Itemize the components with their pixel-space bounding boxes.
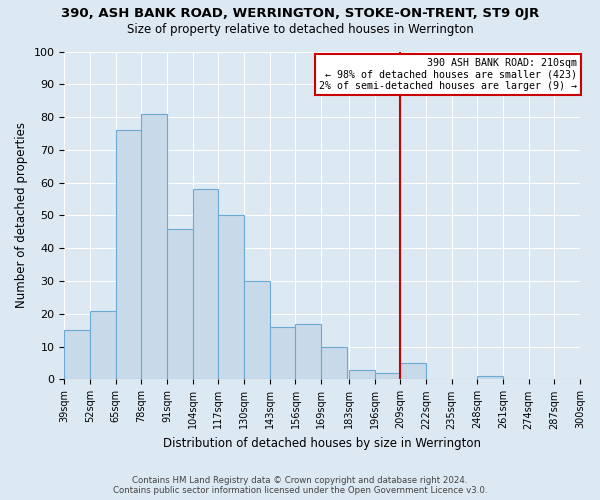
Bar [244,281,270,380]
Bar [349,370,374,380]
Bar [218,216,244,380]
Bar [64,330,90,380]
Bar [270,327,295,380]
Bar [477,376,503,380]
Bar [90,310,116,380]
Bar [167,228,193,380]
Bar [321,346,347,380]
Bar [193,189,218,380]
Y-axis label: Number of detached properties: Number of detached properties [15,122,28,308]
Text: Size of property relative to detached houses in Werrington: Size of property relative to detached ho… [127,22,473,36]
Bar [580,376,600,380]
X-axis label: Distribution of detached houses by size in Werrington: Distribution of detached houses by size … [163,437,481,450]
Bar [295,324,321,380]
Bar [142,114,167,380]
Bar [116,130,142,380]
Text: Contains HM Land Registry data © Crown copyright and database right 2024.
Contai: Contains HM Land Registry data © Crown c… [113,476,487,495]
Text: 390, ASH BANK ROAD, WERRINGTON, STOKE-ON-TRENT, ST9 0JR: 390, ASH BANK ROAD, WERRINGTON, STOKE-ON… [61,8,539,20]
Bar [400,363,426,380]
Text: 390 ASH BANK ROAD: 210sqm
← 98% of detached houses are smaller (423)
2% of semi-: 390 ASH BANK ROAD: 210sqm ← 98% of detac… [319,58,577,92]
Bar [374,373,400,380]
